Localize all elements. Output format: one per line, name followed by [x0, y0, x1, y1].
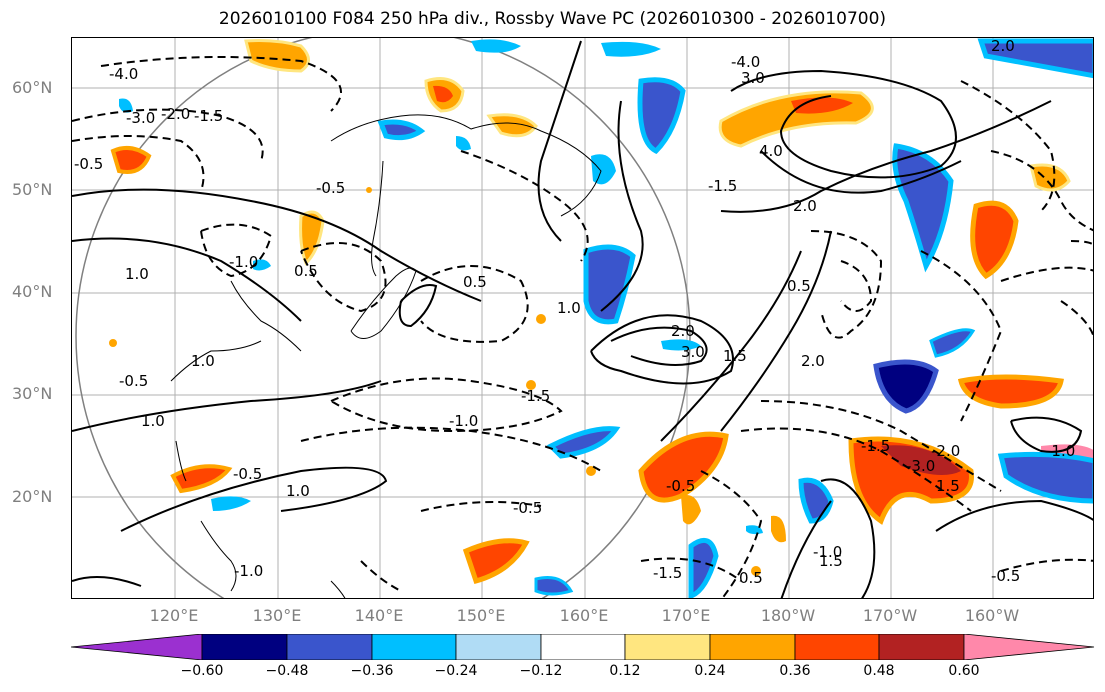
lon-label-170w: 170°W — [862, 606, 918, 625]
colorbar-segment — [963, 634, 1095, 660]
contour-label: 1.5 — [723, 347, 747, 365]
colorbar-segment — [201, 634, 288, 660]
contour-label-group: -4.0 -3.0 -2.0 -1.5 -0.5 -1.0 -0.5 0.5 1… — [74, 38, 1075, 587]
contour-label: -1.5 — [708, 177, 737, 195]
contour-label: 2.0 — [801, 352, 825, 370]
contour-label: -1.0 — [234, 562, 263, 580]
contour-label: -0.5 — [233, 465, 262, 483]
contour-label: -3.0 — [126, 109, 155, 127]
lat-label-60n: 60°N — [12, 78, 53, 97]
colorbar-segment — [709, 634, 796, 660]
contour-label: -0.5 — [74, 155, 103, 173]
contour-label: 1.5 — [819, 552, 843, 570]
contour-label: 4.0 — [759, 142, 783, 160]
reference-circle — [75, 38, 691, 598]
contour-label: -4.0 — [109, 65, 138, 83]
contour-label: -0.5 — [119, 372, 148, 390]
contour-label: -0.5 — [513, 499, 542, 517]
colorbar-tick-label: 0.36 — [779, 663, 811, 679]
graticule — [72, 38, 1093, 598]
colorbar-tick-label: −0.48 — [265, 663, 309, 679]
contour-label: -3.0 — [906, 457, 935, 475]
contour-label: 1.0 — [286, 482, 310, 500]
lon-label-170e: 170°E — [661, 606, 711, 625]
contour-label: 1.0 — [557, 299, 581, 317]
colorbar — [71, 634, 1095, 660]
contour-label: 3.0 — [741, 69, 765, 87]
colorbar-tick-label: 0.12 — [609, 663, 641, 679]
contour-label: -1.0 — [813, 543, 842, 561]
contour-label: -1.0 — [449, 412, 478, 430]
colorbar-segment — [71, 634, 203, 660]
colorbar-tick-label: −0.24 — [434, 663, 478, 679]
map-panel[interactable]: -4.0 -3.0 -2.0 -1.5 -0.5 -1.0 -0.5 0.5 1… — [71, 37, 1094, 599]
colorbar-tick-label: −0.36 — [350, 663, 394, 679]
contour-label: -0.5 — [666, 477, 695, 495]
colorbar-tick-label: −0.60 — [180, 663, 224, 679]
contour-label: 3.0 — [681, 343, 705, 361]
contour-label: -1.0 — [229, 253, 258, 271]
contour-label: 1.5 — [936, 477, 960, 495]
coastlines — [170, 114, 602, 598]
contour-label: -1.5 — [521, 387, 550, 405]
lat-label-20n: 20°N — [12, 487, 53, 506]
contour-label: -0.5 — [991, 567, 1020, 585]
contour-label: -2.0 — [931, 442, 960, 460]
contour-label: 2.0 — [671, 322, 695, 340]
lon-label-180w: 180°W — [760, 606, 816, 625]
contour-label: 0.5 — [294, 262, 318, 280]
lat-label-40n: 40°N — [12, 282, 53, 301]
contour-label: -4.0 — [731, 53, 760, 71]
positive-shading — [109, 39, 1093, 585]
colorbar-segment — [455, 634, 542, 660]
contour-label: 1.0 — [141, 412, 165, 430]
contour-label: 1.0 — [191, 352, 215, 370]
contour-label: 0.5 — [463, 273, 487, 291]
negative-shading — [119, 38, 1093, 598]
lon-label-150e: 150°E — [456, 606, 506, 625]
contour-label: -1.5 — [194, 107, 223, 125]
colorbar-tick-label: 0.60 — [948, 663, 980, 679]
lon-label-130e: 130°E — [252, 606, 302, 625]
contour-label: -0.5 — [316, 179, 345, 197]
colorbar-segment — [878, 634, 965, 660]
contour-label: -1.0 — [1046, 442, 1075, 460]
map-title: 2026010100 F084 250 hPa div., Rossby Wav… — [218, 9, 887, 29]
colorbar-segment — [540, 634, 626, 660]
colorbar-tick-label: 0.24 — [694, 663, 726, 679]
contour-label: 2.0 — [793, 197, 817, 215]
contour-label: -1.5 — [861, 437, 890, 455]
colorbar-segment — [624, 634, 711, 660]
contour-label: 1.0 — [125, 265, 149, 283]
lon-label-140e: 140°E — [354, 606, 404, 625]
contour-label: 2.0 — [991, 38, 1015, 55]
contour-label: 0.5 — [739, 569, 763, 587]
contour-label: -1.5 — [653, 564, 682, 582]
contour-label: 0.5 — [787, 277, 811, 295]
colorbar-segment — [371, 634, 457, 660]
lon-label-120e: 120°E — [149, 606, 199, 625]
map-canvas: -4.0 -3.0 -2.0 -1.5 -0.5 -1.0 -0.5 0.5 1… — [72, 38, 1093, 598]
colorbar-segment — [286, 634, 373, 660]
contour-label: -2.0 — [161, 105, 190, 123]
dashed-contour-lines — [72, 56, 1093, 598]
contour-lines — [72, 40, 1093, 598]
lat-label-30n: 30°N — [12, 384, 53, 403]
lat-label-50n: 50°N — [12, 180, 53, 199]
lon-label-160w: 160°W — [964, 606, 1020, 625]
colorbar-segment — [794, 634, 880, 660]
colorbar-tick-label: 0.48 — [863, 663, 895, 679]
colorbar-tick-label: −0.12 — [519, 663, 563, 679]
lon-label-160e: 160°E — [559, 606, 609, 625]
